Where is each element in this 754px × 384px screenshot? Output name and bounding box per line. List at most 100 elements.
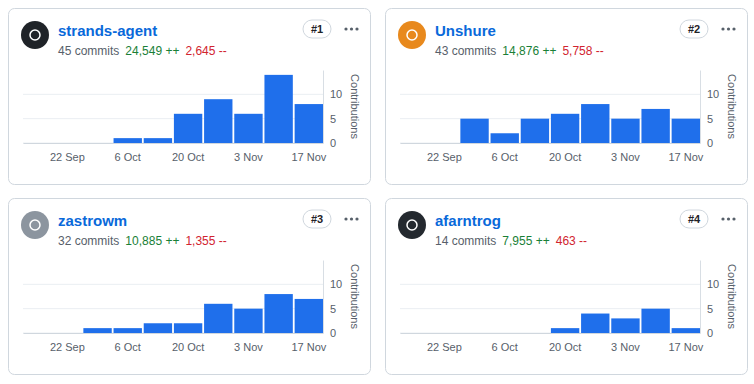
y-axis-title: Contributions <box>726 74 738 139</box>
rank-badge <box>303 210 331 228</box>
x-axis-line <box>24 143 324 144</box>
contributor-name[interactable]: strands-agent <box>58 22 157 39</box>
y-axis-title: Contributions <box>349 264 361 329</box>
bars <box>83 294 323 333</box>
bar <box>114 138 142 143</box>
additions: 14,876 ++ <box>502 44 556 58</box>
grid <box>23 284 323 333</box>
contributor-stats: 45 commits 24,549 ++ 2,645 -- <box>58 44 227 58</box>
x-tick-label: 6 Oct <box>115 151 141 163</box>
y-tick: 10 <box>323 88 342 100</box>
x-tick: 6 Oct <box>492 333 518 353</box>
x-axis-line <box>24 333 324 334</box>
x-tick-label: 3 Nov <box>611 151 640 163</box>
bar <box>672 119 700 143</box>
deletions: 463 -- <box>556 234 587 248</box>
avatar[interactable] <box>21 211 49 239</box>
bar <box>641 109 669 143</box>
bars <box>551 309 700 333</box>
commit-count: 45 commits <box>58 44 119 58</box>
rank-badge <box>303 20 331 38</box>
y-tick: 0 <box>323 327 336 339</box>
bar <box>430 143 458 144</box>
contributor-name[interactable]: Unshure <box>435 22 496 39</box>
bar <box>174 323 202 333</box>
bar <box>491 133 519 143</box>
menu-dot <box>732 27 735 30</box>
x-tick-label: 22 Sep <box>50 151 85 163</box>
x-tick: 22 Sep <box>50 143 85 163</box>
bar <box>581 314 609 333</box>
menu-button[interactable] <box>344 27 358 30</box>
y-axis: 0510 <box>700 71 719 150</box>
avatar[interactable] <box>398 211 426 239</box>
menu-dot <box>355 217 358 220</box>
x-tick-label: 17 Nov <box>291 151 326 163</box>
menu-dot <box>350 217 353 220</box>
avatar[interactable] <box>21 21 49 49</box>
x-tick-label: 3 Nov <box>611 341 640 353</box>
x-tick-label: 6 Oct <box>492 151 518 163</box>
y-axis: 0 5 10 <box>323 261 342 340</box>
avatar[interactable] <box>398 21 426 49</box>
x-tick: 22 Sep <box>50 333 85 353</box>
y-axis-line <box>700 71 701 144</box>
bar <box>295 104 323 143</box>
deletions: 2,645 -- <box>185 44 226 58</box>
x-tick: 17 Nov <box>668 333 703 353</box>
additions: 7,955 ++ <box>502 234 549 248</box>
y-axis-line <box>323 261 324 334</box>
bar <box>234 114 262 143</box>
rank-badge <box>680 210 708 228</box>
menu-button[interactable] <box>721 217 735 220</box>
bar <box>672 328 700 333</box>
y-axis-line <box>323 71 324 144</box>
y-tick-label: 0 <box>707 137 713 149</box>
menu-button[interactable] <box>721 27 735 30</box>
x-axis: 22 Sep 6 Oct 20 Oct 3 Nov 17 Nov <box>401 143 704 163</box>
x-axis-line <box>401 333 701 334</box>
deletions: 1,355 -- <box>185 234 226 248</box>
bar <box>234 309 262 333</box>
y-tick: 0 <box>323 137 336 149</box>
x-tick: 20 Oct <box>172 143 204 163</box>
x-tick: 17 Nov <box>668 143 703 163</box>
grid <box>400 284 700 333</box>
x-tick: 17 Nov <box>291 333 326 353</box>
y-tick: 0 <box>700 137 713 149</box>
x-tick: 20 Oct <box>549 143 581 163</box>
card-frame <box>386 9 748 185</box>
x-tick: 3 Nov <box>234 143 263 163</box>
rank: #3 <box>311 213 323 225</box>
menu-button[interactable] <box>344 217 358 220</box>
x-tick-label: 22 Sep <box>427 341 462 353</box>
y-tick-label: 10 <box>707 88 719 100</box>
grid-line <box>400 284 700 285</box>
bar <box>400 333 428 334</box>
contributor-stats: 32 commits10,885 ++1,355 -- <box>58 234 227 248</box>
rank: #1 <box>311 23 323 35</box>
x-tick-label: 22 Sep <box>427 151 462 163</box>
bar <box>204 99 232 143</box>
y-tick-label: 5 <box>330 303 336 315</box>
bar <box>114 328 142 333</box>
menu-dot <box>350 27 353 30</box>
contributor-name[interactable]: afarntrog <box>435 212 501 229</box>
rank: #2 <box>688 23 700 35</box>
bar <box>144 138 172 143</box>
y-tick: 5 <box>323 303 336 315</box>
y-tick-label: 0 <box>330 137 336 149</box>
bar <box>83 328 111 333</box>
x-tick-label: 20 Oct <box>172 151 204 163</box>
additions: 24,549 ++ <box>125 44 179 58</box>
bar <box>551 114 579 143</box>
y-tick: 10 <box>323 278 342 290</box>
x-tick-label: 17 Nov <box>291 341 326 353</box>
x-axis: 22 Sep6 Oct20 Oct3 Nov17 Nov <box>24 333 327 353</box>
x-tick: 3 Nov <box>234 333 263 353</box>
bar <box>641 309 669 333</box>
x-axis-line <box>401 143 701 144</box>
contributor-name[interactable]: zastrowm <box>58 212 127 229</box>
y-axis: 0510 <box>700 261 719 340</box>
additions: 10,885 ++ <box>125 234 179 248</box>
